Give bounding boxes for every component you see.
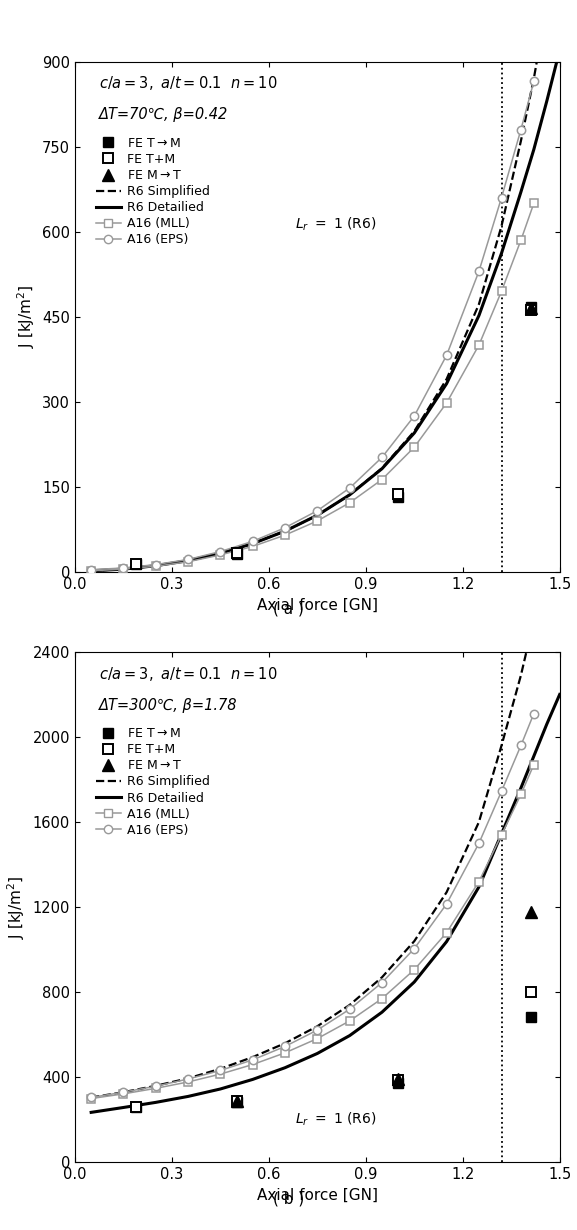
Y-axis label: J [kJ/m$^2$]: J [kJ/m$^2$] — [5, 876, 27, 938]
Legend: FE T$\rightarrow$M, FE T+M, FE M$\rightarrow$T, R6 Simplified, R6 Detailied, A16: FE T$\rightarrow$M, FE T+M, FE M$\righta… — [96, 727, 210, 836]
Text: ( a ): ( a ) — [273, 601, 304, 616]
X-axis label: Axial force [GN]: Axial force [GN] — [257, 598, 378, 613]
Text: ΔT=300℃, β=1.78: ΔT=300℃, β=1.78 — [99, 697, 238, 713]
Legend: FE T$\rightarrow$M, FE T+M, FE M$\rightarrow$T, R6 Simplified, R6 Detailied, A16: FE T$\rightarrow$M, FE T+M, FE M$\righta… — [96, 137, 210, 246]
Text: ΔT=70℃, β=0.42: ΔT=70℃, β=0.42 — [99, 107, 228, 123]
Text: $c/a{=}3,\ a/t{=}0.1\ \ n{=}10$: $c/a{=}3,\ a/t{=}0.1\ \ n{=}10$ — [99, 74, 278, 92]
Y-axis label: J [kJ/m$^2$]: J [kJ/m$^2$] — [15, 285, 36, 348]
Text: $L_r\ =\ 1\ \mathrm{(R6)}$: $L_r\ =\ 1\ \mathrm{(R6)}$ — [295, 1111, 376, 1128]
Text: $c/a{=}3,\ a/t{=}0.1\ \ n{=}10$: $c/a{=}3,\ a/t{=}0.1\ \ n{=}10$ — [99, 664, 278, 683]
Text: ( b ): ( b ) — [273, 1192, 304, 1207]
X-axis label: Axial force [GN]: Axial force [GN] — [257, 1188, 378, 1203]
Text: $L_r\ =\ 1\ \mathrm{(R6)}$: $L_r\ =\ 1\ \mathrm{(R6)}$ — [295, 215, 376, 234]
